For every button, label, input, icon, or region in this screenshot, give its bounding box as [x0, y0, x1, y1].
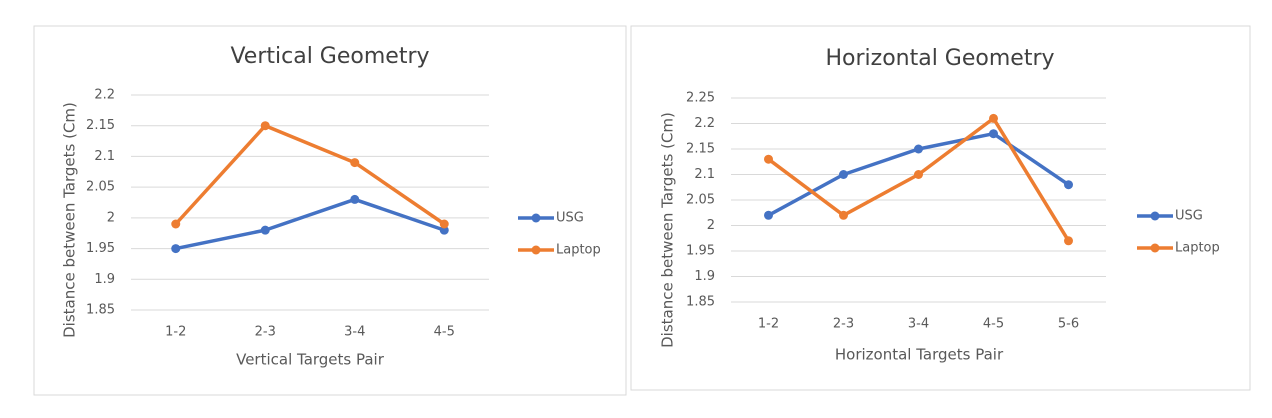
data-point: [171, 244, 181, 254]
y-tick-label: 2: [107, 210, 115, 225]
y-tick-label: 1.85: [686, 295, 715, 310]
data-point: [764, 210, 773, 220]
data-point: [260, 121, 270, 131]
x-tick-label: 5-6: [1058, 317, 1079, 332]
data-point: [1064, 236, 1073, 246]
data-point: [350, 194, 360, 204]
x-tick-label: 4-5: [983, 317, 1004, 332]
x-tick-label: 2-3: [255, 325, 276, 340]
x-tick-label: 4-5: [434, 325, 455, 340]
data-point: [439, 219, 449, 229]
legend-label: Laptop: [556, 243, 601, 258]
data-point: [764, 154, 773, 164]
x-axis-title: Vertical Targets Pair: [236, 351, 385, 369]
legend-label: USG: [1175, 209, 1203, 224]
legend-marker: [1150, 211, 1160, 221]
chart-frame: [33, 25, 627, 396]
y-axis-title: Distance between Targets (Cm): [659, 112, 677, 348]
y-tick-label: 2.25: [686, 91, 715, 106]
data-point: [1064, 180, 1073, 190]
data-point: [839, 210, 848, 220]
y-tick-label: 2.05: [686, 193, 715, 208]
x-tick-label: 3-4: [908, 317, 929, 332]
y-tick-label: 1.85: [86, 303, 115, 318]
data-point: [989, 129, 998, 139]
legend-marker: [531, 245, 541, 255]
legend-label: USG: [556, 211, 584, 226]
y-tick-label: 2.05: [86, 180, 115, 195]
data-point: [989, 113, 998, 123]
series-line: [174, 123, 446, 226]
y-axis-title: Distance between Targets (Cm): [61, 102, 79, 338]
y-tick-label: 1.9: [94, 272, 115, 287]
y-tick-label: 1.95: [86, 241, 115, 256]
y-tick-label: 2.2: [94, 88, 115, 103]
x-axis-title: Horizontal Targets Pair: [835, 346, 1004, 364]
y-tick-label: 2.1: [694, 167, 715, 182]
data-point: [839, 170, 848, 179]
x-tick-label: 1-2: [165, 325, 186, 340]
chart-frame: [630, 25, 1251, 391]
data-point: [914, 144, 923, 154]
legend-label: Laptop: [1175, 241, 1220, 256]
data-point: [260, 225, 270, 235]
x-tick-label: 3-4: [344, 325, 365, 340]
y-tick-label: 1.9: [694, 269, 715, 284]
y-tick-label: 2.15: [86, 118, 115, 133]
series-line: [175, 197, 445, 251]
y-tick-label: 2.1: [94, 149, 115, 164]
data-point: [914, 170, 923, 179]
y-tick-label: 1.95: [686, 244, 715, 259]
x-tick-label: 1-2: [758, 317, 779, 332]
legend-marker: [531, 213, 541, 223]
y-tick-label: 2.15: [686, 142, 715, 157]
data-point: [171, 219, 181, 229]
x-tick-label: 2-3: [833, 317, 854, 332]
chart-title: Horizontal Geometry: [825, 46, 1054, 71]
y-tick-label: 2.2: [694, 116, 715, 131]
legend-marker: [1150, 243, 1160, 253]
y-tick-label: 2: [707, 218, 715, 233]
data-point: [350, 158, 360, 168]
chart-title: Vertical Geometry: [230, 44, 429, 69]
